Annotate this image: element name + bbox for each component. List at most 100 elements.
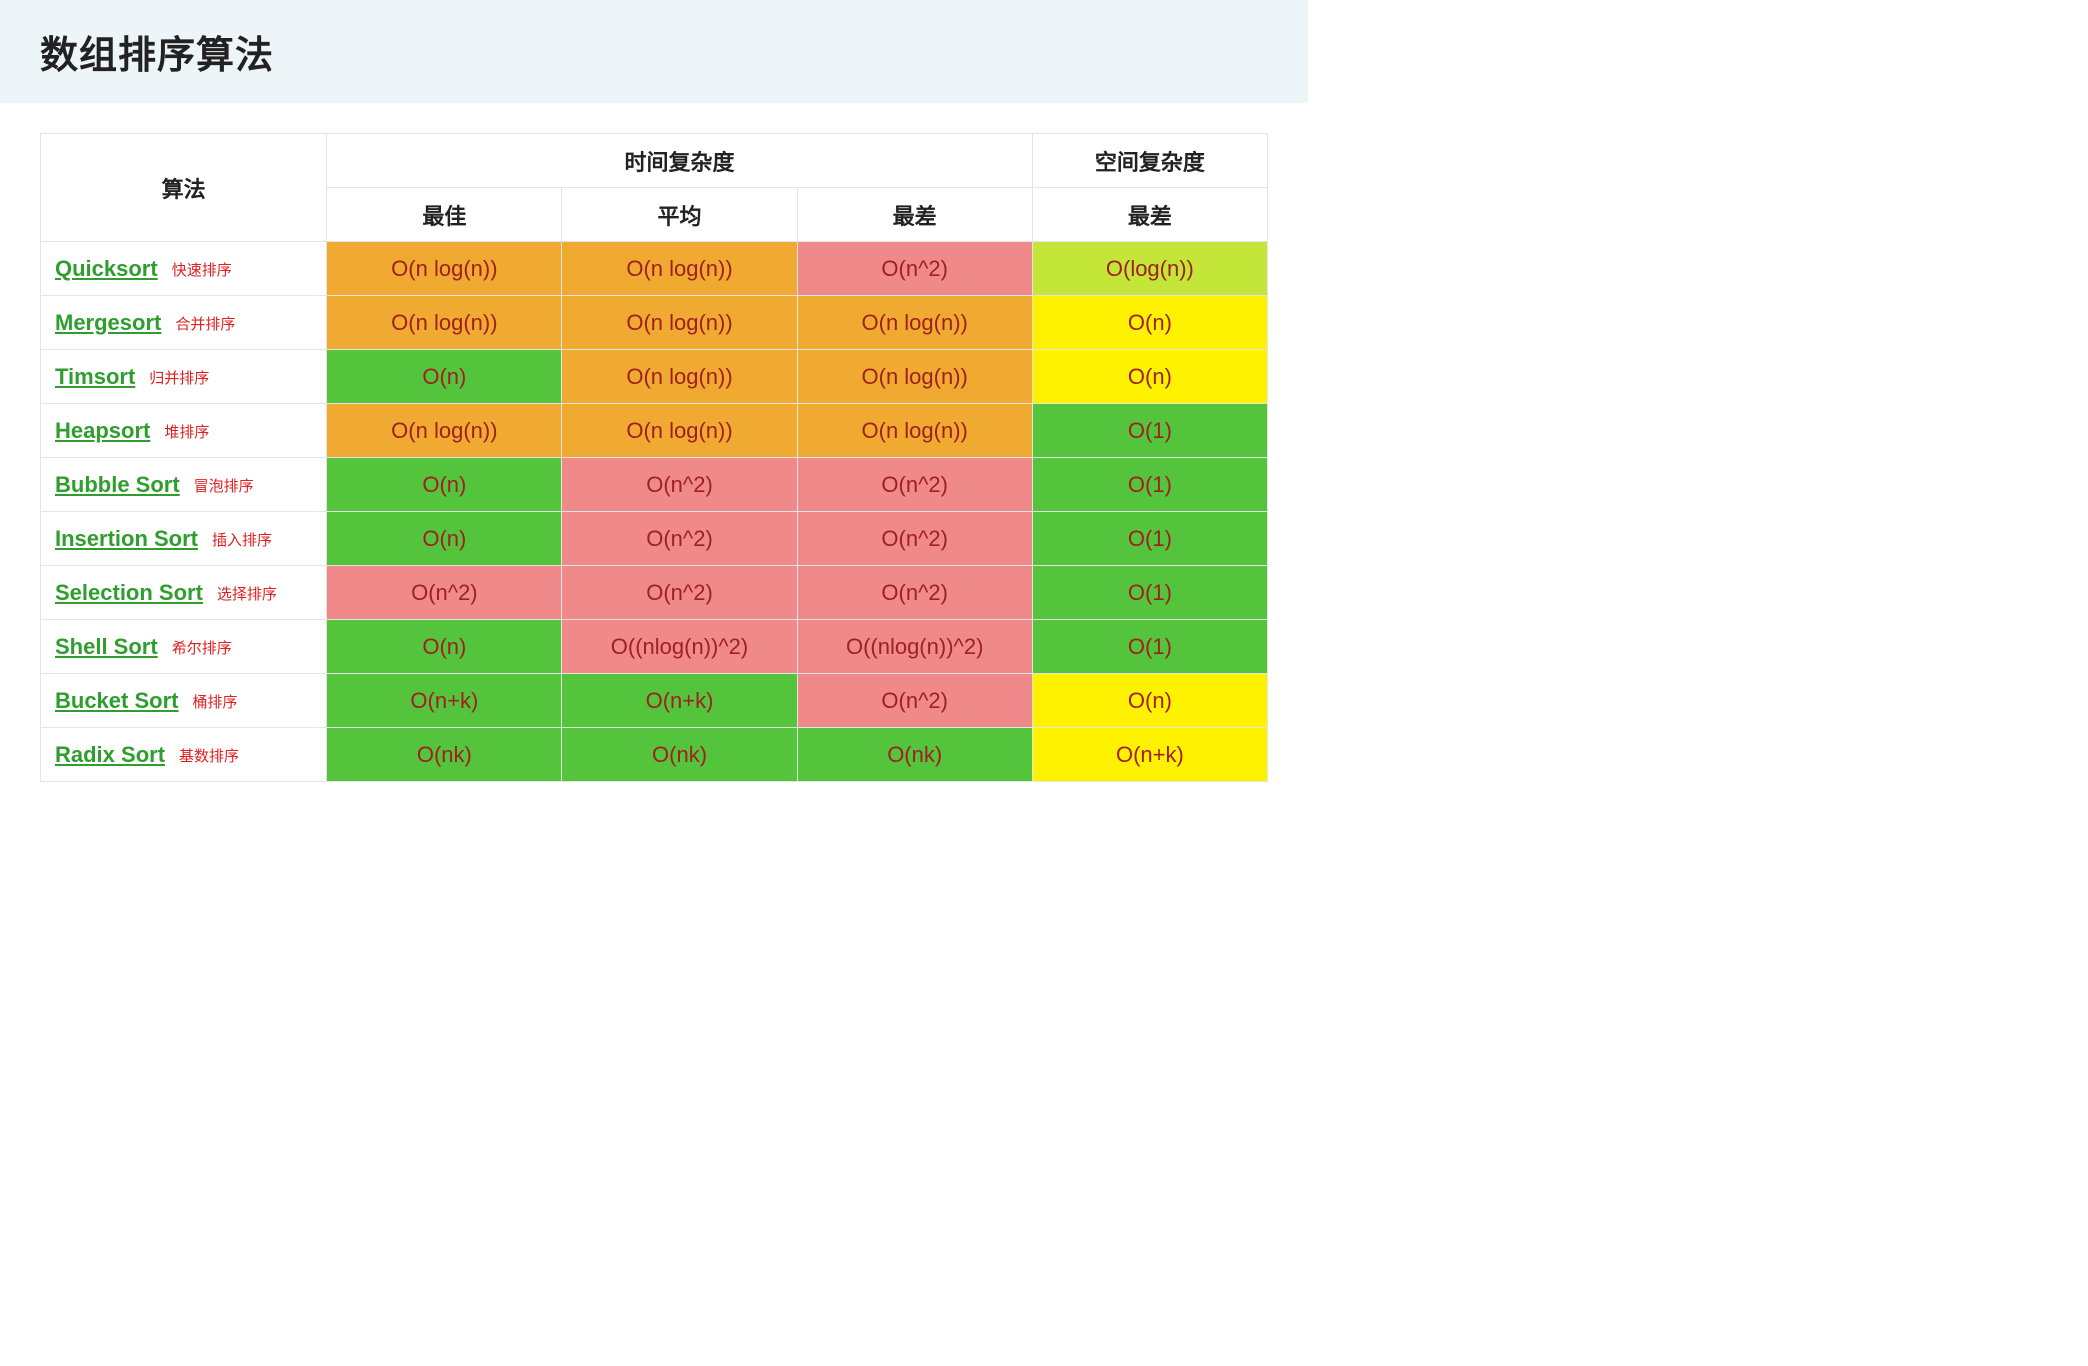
worst-cell: O(n log(n)) [797,296,1032,350]
title-bar: 数组排序算法 [0,0,1308,103]
algo-cell: Shell Sort 希尔排序 [41,620,327,674]
worst-value: O(n log(n)) [862,418,968,443]
avg-value: O(nk) [652,742,707,767]
avg-cell: O(n^2) [562,512,797,566]
col-header-best: 最佳 [327,188,562,242]
space-value: O(n) [1128,688,1172,713]
avg-cell: O(n+k) [562,674,797,728]
avg-value: O(n log(n)) [626,418,732,443]
avg-cell: O(n^2) [562,566,797,620]
worst-cell: O(n log(n)) [797,350,1032,404]
col-header-avg: 平均 [562,188,797,242]
space-value: O(log(n)) [1106,256,1194,281]
algo-cell: Selection Sort选择排序 [41,566,327,620]
table-row: Mergesort 合并排序 O(n log(n)) O(n log(n)) O(n l… [41,296,1268,350]
avg-value: O(n log(n)) [626,364,732,389]
worst-cell: O(n log(n)) [797,404,1032,458]
col-header-algo: 算法 [41,134,327,242]
table-row: Radix Sort基数排序O(nk)O(nk)O(nk)O(n+k) [41,728,1268,782]
col-header-time: 时间复杂度 [327,134,1033,188]
table-row: Timsort 归并排序 O(n) O(n log(n)) O(n log(n)) O(n… [41,350,1268,404]
worst-value: O(n log(n)) [862,310,968,335]
avg-cell: O((nlog(n))^2) [562,620,797,674]
algo-link[interactable]: Bucket Sort [55,688,178,713]
best-cell: O(n) [327,620,562,674]
avg-value: O((nlog(n))^2) [611,634,748,659]
avg-value: O(n^2) [646,472,713,497]
table-row: Bucket Sort 桶排序 O(n+k)O(n+k) O(n^2) O(n) [41,674,1268,728]
col-header-space: 空间复杂度 [1032,134,1267,188]
algo-cell: Bucket Sort 桶排序 [41,674,327,728]
worst-value: O(n^2) [881,526,948,551]
worst-value: O(n^2) [881,688,948,713]
space-value: O(n+k) [1116,742,1184,767]
best-cell: O(n+k) [327,674,562,728]
space-cell: O(1) [1032,620,1267,674]
algo-link[interactable]: Heapsort [55,418,150,443]
algo-cell: Insertion Sort 插入排序 [41,512,327,566]
best-cell: O(n) [327,458,562,512]
space-cell: O(n+k) [1032,728,1267,782]
avg-cell: O(n^2) [562,458,797,512]
space-cell: O(1) [1032,566,1267,620]
table-container: 算法 时间复杂度 空间复杂度 最佳 平均 最差 最差 Quicksort快速排序… [0,133,1308,782]
algo-note: 基数排序 [179,745,239,766]
best-cell: O(n) [327,350,562,404]
best-value: O(n log(n)) [391,256,497,281]
space-value: O(1) [1128,580,1172,605]
algo-cell: Quicksort快速排序 [41,242,327,296]
best-value: O(n) [422,526,466,551]
algo-link[interactable]: Insertion Sort [55,526,198,551]
algo-link[interactable]: Quicksort [55,256,158,281]
space-cell: O(1) [1032,512,1267,566]
best-value: O(n) [422,364,466,389]
algo-cell: Timsort 归并排序 [41,350,327,404]
avg-cell: O(n log(n)) [562,350,797,404]
worst-cell: O(n^2) [797,512,1032,566]
table-body: Quicksort快速排序O(n log(n))O(n log(n))O(n^2… [41,242,1268,782]
best-value: O(n log(n)) [391,310,497,335]
algo-link[interactable]: Bubble Sort [55,472,180,497]
space-cell: O(n) [1032,296,1267,350]
page: 数组排序算法 算法 时间复杂度 空间复杂度 最佳 平均 最差 最差 [0,0,1308,782]
table-head: 算法 时间复杂度 空间复杂度 最佳 平均 最差 最差 [41,134,1268,242]
complexity-table: 算法 时间复杂度 空间复杂度 最佳 平均 最差 最差 Quicksort快速排序… [40,133,1268,782]
avg-value: O(n^2) [646,580,713,605]
algo-note: 归并排序 [149,367,209,388]
algo-note: 合并排序 [175,313,235,334]
best-value: O(n^2) [411,580,478,605]
worst-cell: O(n^2) [797,566,1032,620]
best-value: O(n) [422,472,466,497]
algo-note: 希尔排序 [172,637,232,658]
algo-link[interactable]: Mergesort [55,310,161,335]
space-cell: O(n) [1032,674,1267,728]
table-row: Shell Sort 希尔排序 O(n) O((nlog(n))^2) O((nlog(… [41,620,1268,674]
avg-cell: O(n log(n)) [562,296,797,350]
best-cell: O(n log(n)) [327,296,562,350]
worst-value: O(n log(n)) [862,364,968,389]
algo-note: 桶排序 [192,691,237,712]
worst-cell: O(n^2) [797,674,1032,728]
algo-link[interactable]: Timsort [55,364,135,389]
table-row: Selection Sort选择排序 O(n^2) O(n^2) O(n^2) O(1) [41,566,1268,620]
worst-cell: O((nlog(n))^2) [797,620,1032,674]
algo-note: 插入排序 [212,529,272,550]
space-value: O(1) [1128,526,1172,551]
avg-cell: O(nk) [562,728,797,782]
avg-cell: O(n log(n)) [562,242,797,296]
worst-value: O(n^2) [881,580,948,605]
col-header-space-worst: 最差 [1032,188,1267,242]
algo-link[interactable]: Shell Sort [55,634,158,659]
table-row: Heapsort堆排序O(n log(n))O(n log(n))O(n log… [41,404,1268,458]
space-value: O(n) [1128,364,1172,389]
best-cell: O(n) [327,512,562,566]
avg-cell: O(n log(n)) [562,404,797,458]
algo-link[interactable]: Selection Sort [55,580,203,605]
best-value: O(nk) [417,742,472,767]
header-row-1: 算法 时间复杂度 空间复杂度 [41,134,1268,188]
algo-link[interactable]: Radix Sort [55,742,165,767]
table-row: Insertion Sort 插入排序 O(n) O(n^2) O(n^2) O(1) [41,512,1268,566]
best-value: O(n) [422,634,466,659]
worst-cell: O(n^2) [797,242,1032,296]
best-value: O(n log(n)) [391,418,497,443]
